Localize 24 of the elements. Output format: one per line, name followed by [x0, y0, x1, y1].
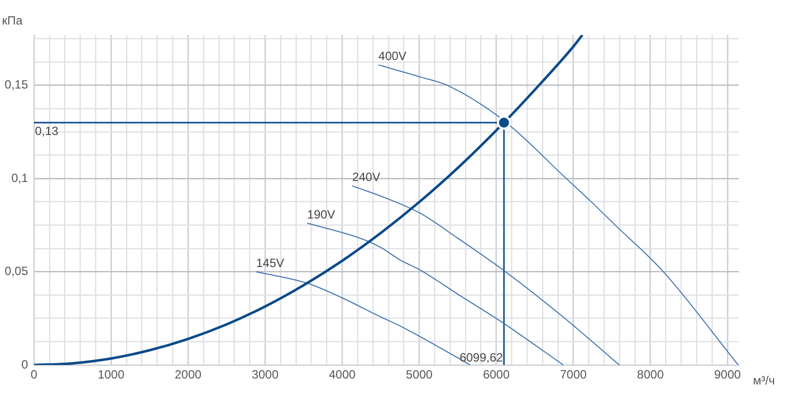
y-tick-label: 0 — [21, 357, 28, 372]
line-series — [352, 185, 620, 365]
y-axis-title: кПа — [2, 13, 23, 28]
x-tick-label: 7000 — [560, 368, 588, 382]
series-label: 400V — [378, 49, 406, 64]
ref-line-label: 6099,62 — [460, 350, 504, 364]
x-tick-label: 1000 — [98, 368, 125, 382]
x-tick-label: 5000 — [406, 368, 433, 382]
x-tick-label: 9000 — [714, 368, 742, 382]
x-axis-title: м³/ч — [753, 373, 775, 388]
x-tick-label: 2000 — [174, 368, 202, 382]
line-series — [306, 222, 564, 365]
x-tick-label: 6000 — [482, 368, 510, 382]
ref-line-label: 0,13 — [35, 124, 59, 138]
series-label: 240V — [352, 170, 380, 184]
x-tick-label: 4000 — [328, 368, 356, 382]
series-label: 190V — [307, 207, 336, 222]
y-tick-label: 0,15 — [4, 78, 28, 92]
x-tick-label: 8000 — [637, 368, 664, 382]
y-tick-label: 0,1 — [11, 170, 28, 185]
x-tick-label: 0 — [30, 368, 38, 382]
series-label: 145V — [256, 256, 284, 270]
y-tick-label: 0,05 — [4, 264, 28, 278]
x-tick-label: 3000 — [252, 368, 279, 382]
